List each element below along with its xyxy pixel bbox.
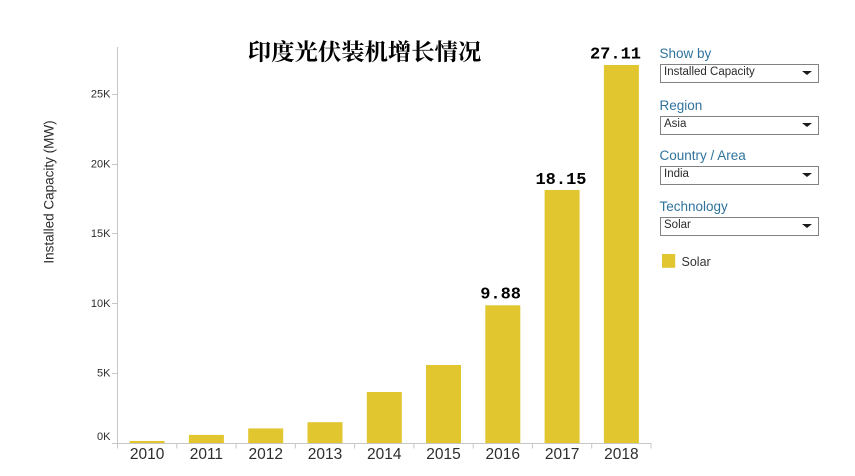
svg-text:9.88: 9.88 <box>480 285 521 304</box>
svg-text:25K: 25K <box>91 89 111 101</box>
svg-text:2017: 2017 <box>545 446 579 463</box>
svg-text:2016: 2016 <box>486 446 520 463</box>
svg-text:27.11: 27.11 <box>590 46 641 65</box>
svg-text:Solar: Solar <box>682 255 711 269</box>
svg-text:5K: 5K <box>97 368 111 380</box>
svg-text:2014: 2014 <box>367 446 402 463</box>
svg-text:18.15: 18.15 <box>535 171 586 190</box>
svg-text:2015: 2015 <box>426 446 460 463</box>
svg-text:Installed Capacity (MW): Installed Capacity (MW) <box>41 120 56 263</box>
svg-text:15K: 15K <box>91 228 111 240</box>
svg-text:20K: 20K <box>91 158 111 170</box>
svg-text:2013: 2013 <box>308 446 342 463</box>
svg-text:2018: 2018 <box>604 446 638 463</box>
svg-text:0K: 0K <box>97 431 111 443</box>
svg-text:10K: 10K <box>91 298 111 310</box>
svg-text:2010: 2010 <box>130 446 165 463</box>
svg-text:2011: 2011 <box>190 446 223 463</box>
svg-text:2012: 2012 <box>248 446 282 463</box>
